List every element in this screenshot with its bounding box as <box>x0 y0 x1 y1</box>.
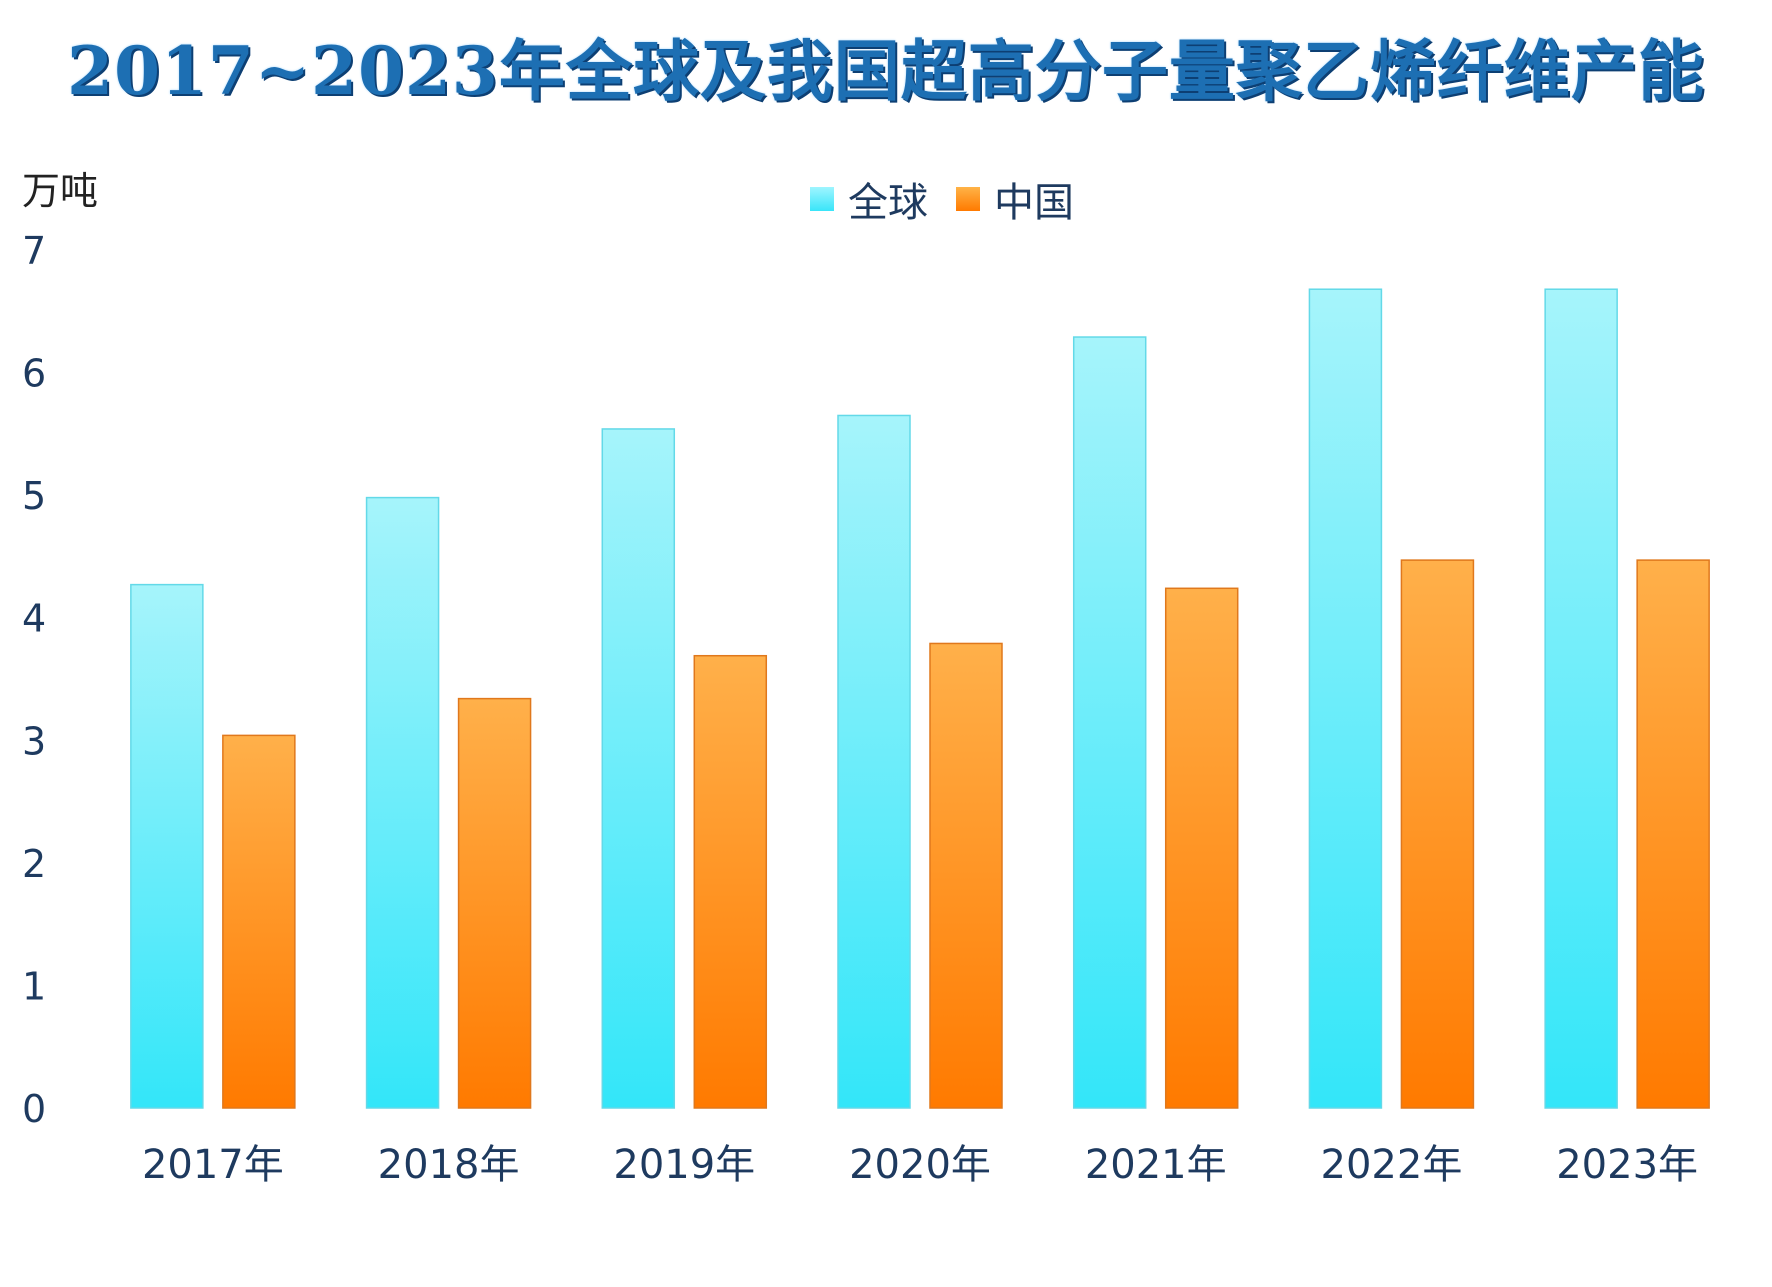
bar-global-2017年 <box>130 583 204 1109</box>
x-tick-label: 2022年 <box>1321 1142 1463 1188</box>
y-axis-unit-label: 万吨 <box>22 169 99 213</box>
x-tick-label: 2021年 <box>1085 1142 1227 1188</box>
x-axis-ticks: 2017年 2018年 2019年 2020年 2021年 2022年 2023年 <box>142 1142 1698 1188</box>
y-axis-ticks: 0 1 2 3 4 5 6 7 <box>22 229 46 1131</box>
bar-global-2018年 <box>365 496 440 1109</box>
bar-global-2020年 <box>837 414 911 1109</box>
bar-global-2023年 <box>1544 288 1618 1109</box>
bar-china-2018年 <box>457 697 532 1109</box>
y-tick-label: 4 <box>22 597 46 641</box>
legend-swatch-china <box>956 187 980 211</box>
y-tick-label: 5 <box>22 474 46 518</box>
legend-item-china: 中国 <box>956 170 1074 228</box>
bar-global-2021年 <box>1072 336 1147 1109</box>
y-tick-label: 1 <box>22 964 46 1008</box>
bar-global-2022年 <box>1308 288 1383 1109</box>
bar-china-2019年 <box>693 654 768 1109</box>
bars <box>130 288 1710 1109</box>
bar-global-2019年 <box>601 428 676 1109</box>
y-tick-label: 0 <box>22 1087 46 1131</box>
legend-swatch-global <box>810 187 834 211</box>
legend: 全球 中国 <box>810 170 1102 228</box>
x-tick-label: 2020年 <box>849 1142 991 1188</box>
y-tick-label: 6 <box>22 352 46 396</box>
bar-china-2020年 <box>929 642 1003 1109</box>
chart-title: 2017~2023年全球及我国超高分子量聚乙烯纤维产能 <box>67 32 1705 110</box>
x-tick-label: 2019年 <box>613 1142 755 1188</box>
legend-item-global: 全球 <box>810 170 928 228</box>
bar-china-2022年 <box>1400 559 1475 1109</box>
x-tick-label: 2018年 <box>378 1142 520 1188</box>
bar-china-2023年 <box>1636 559 1710 1109</box>
x-tick-label: 2023年 <box>1556 1142 1698 1188</box>
y-tick-label: 7 <box>22 229 46 273</box>
legend-label-china: 中国 <box>994 180 1074 226</box>
y-tick-label: 3 <box>22 719 46 763</box>
bar-china-2017年 <box>222 734 296 1109</box>
y-tick-label: 2 <box>22 842 46 886</box>
legend-label-global: 全球 <box>848 180 928 226</box>
x-tick-label: 2017年 <box>142 1142 284 1188</box>
bar-china-2021年 <box>1164 587 1239 1109</box>
